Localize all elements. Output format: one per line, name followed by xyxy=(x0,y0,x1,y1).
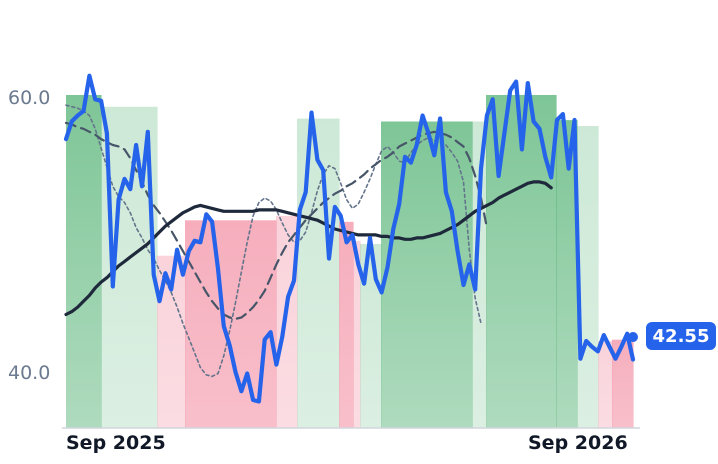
trend-band-12 xyxy=(556,120,578,428)
price-line xyxy=(63,73,636,404)
trend-band-0 xyxy=(66,95,102,428)
last-value-marker: 42.55 xyxy=(628,322,716,350)
last-value-label: 42.55 xyxy=(653,326,710,347)
trend-band-5 xyxy=(297,118,340,428)
trend-band-8 xyxy=(360,243,382,428)
long-ma-line xyxy=(64,180,553,317)
trend-band-3 xyxy=(185,220,277,428)
trend-band-14 xyxy=(598,341,613,428)
x-tick-label-sep-2025: Sep 2025 xyxy=(66,432,166,454)
trend-band-10 xyxy=(472,121,487,428)
trend-band-4 xyxy=(276,215,298,428)
series-lines xyxy=(63,73,636,404)
y-tick-label-40: 40.0 xyxy=(8,362,50,384)
short-ma-line xyxy=(65,104,482,378)
trend-band-7 xyxy=(353,240,361,428)
trend-band-6 xyxy=(339,221,354,428)
x-tick-label-sep-2026: Sep 2026 xyxy=(528,432,628,454)
trend-band-9 xyxy=(381,121,473,428)
last-value-dot xyxy=(628,332,638,342)
trend-band-15 xyxy=(612,339,634,428)
y-tick-label-60: 60.0 xyxy=(8,87,50,109)
last-value-badge xyxy=(646,322,716,350)
